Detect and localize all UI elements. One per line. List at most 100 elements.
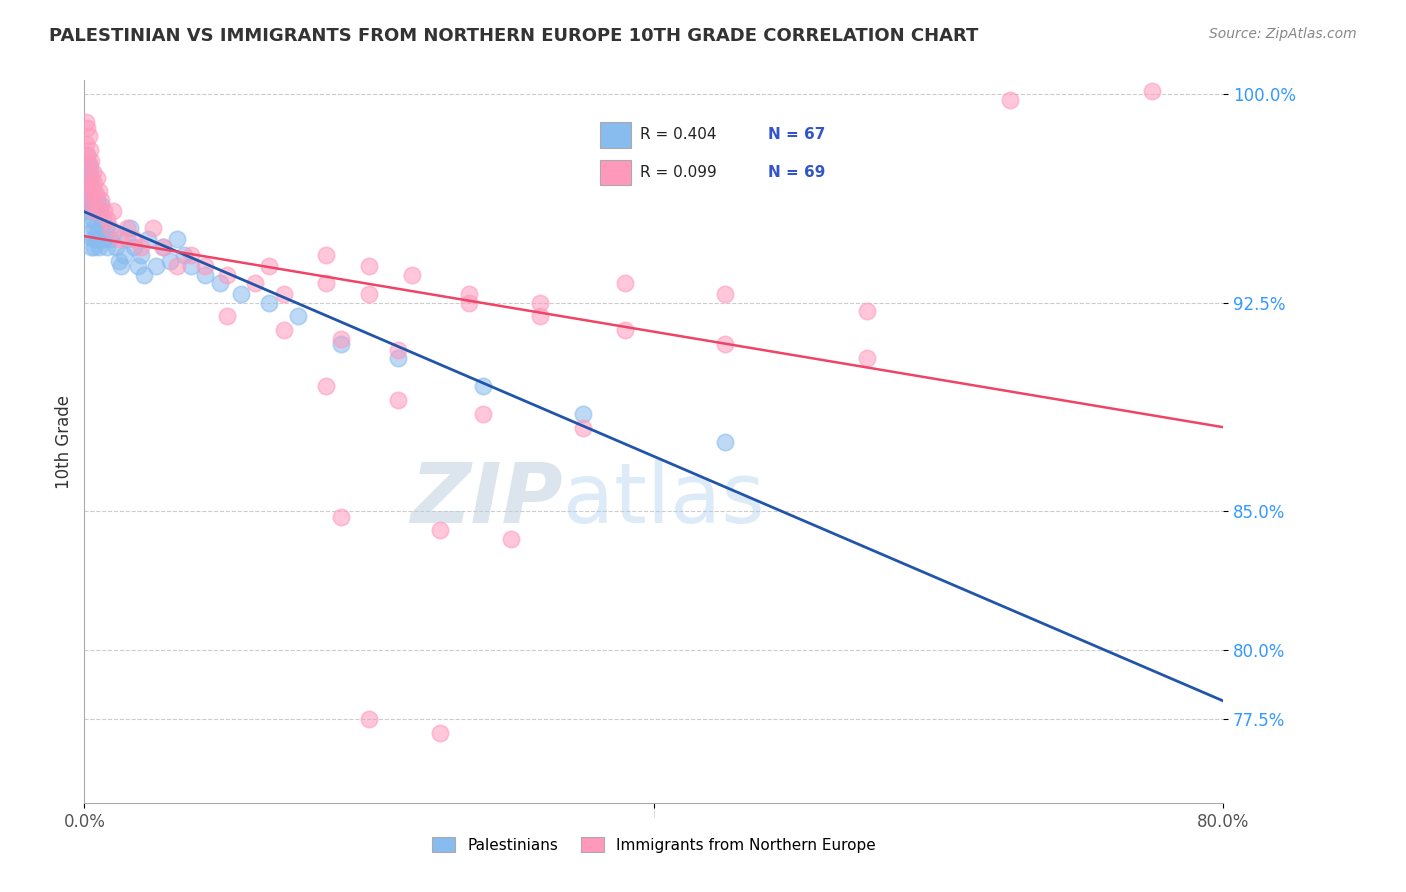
Point (98, 220, 121, 235)
Point (142, 220, 165, 235)
Point (166, 260, 188, 274)
Point (245, 276, 267, 290)
Point (571, 420, 593, 434)
Point (115, 220, 138, 235)
Point (76, 198, 98, 212)
Point (76, 176, 98, 190)
Point (457, 287, 479, 301)
Point (273, 323, 295, 337)
Point (1140, 84, 1163, 98)
Point (77, 156, 100, 170)
Point (259, 260, 281, 274)
Point (76, 120, 98, 135)
Point (215, 268, 238, 282)
Point (82, 185, 104, 199)
Text: Source: ZipAtlas.com: Source: ZipAtlas.com (1209, 27, 1357, 41)
Point (89, 203, 111, 218)
Point (131, 248, 153, 262)
Point (80, 226, 103, 240)
Point (77, 156, 100, 170)
Point (87, 203, 110, 218)
Text: ZIP: ZIP (411, 458, 562, 540)
Point (79, 162, 101, 177)
Point (457, 295, 479, 310)
Point (714, 287, 737, 301)
Point (856, 304, 879, 318)
Point (91, 212, 114, 227)
Point (387, 351, 409, 366)
Point (98, 232, 121, 246)
Point (110, 260, 132, 274)
Point (714, 337, 737, 351)
Point (122, 232, 145, 246)
Text: PALESTINIAN VS IMMIGRANTS FROM NORTHERN EUROPE 10TH GRADE CORRELATION CHART: PALESTINIAN VS IMMIGRANTS FROM NORTHERN … (49, 27, 979, 45)
Point (75, 170, 97, 185)
Point (387, 343, 409, 357)
Point (571, 407, 593, 421)
Point (75, 115, 97, 129)
Point (76, 148, 98, 162)
Point (80, 181, 103, 195)
Point (329, 332, 352, 346)
Point (194, 268, 217, 282)
Point (229, 287, 252, 301)
Point (329, 337, 352, 351)
Point (714, 434, 737, 449)
Point (79, 143, 101, 157)
Point (112, 248, 135, 262)
Point (87, 240, 110, 254)
Point (79, 198, 101, 212)
Point (529, 295, 551, 310)
Point (387, 392, 409, 407)
Point (83, 220, 105, 235)
Point (315, 248, 337, 262)
Point (84, 203, 107, 218)
Point (77, 185, 100, 199)
Y-axis label: 10th Grade: 10th Grade (55, 394, 73, 489)
Point (101, 226, 124, 240)
Point (93, 232, 115, 246)
Point (96, 212, 118, 227)
Point (134, 268, 156, 282)
Point (329, 509, 352, 524)
Text: atlas: atlas (562, 458, 765, 540)
Point (359, 287, 381, 301)
Point (86, 226, 108, 240)
Point (101, 203, 124, 218)
Point (429, 726, 451, 740)
Point (79, 176, 101, 190)
Point (127, 260, 149, 274)
Point (84, 232, 107, 246)
Point (87, 185, 110, 199)
Point (359, 713, 381, 727)
Point (77, 193, 100, 207)
Point (108, 232, 131, 246)
Point (138, 232, 160, 246)
Point (75, 137, 97, 152)
Point (76, 176, 98, 190)
Point (90, 193, 112, 207)
Point (104, 240, 127, 254)
Point (84, 187, 107, 202)
Point (77, 128, 100, 143)
Point (83, 203, 105, 218)
Point (96, 240, 118, 254)
Point (82, 165, 104, 179)
Point (76, 148, 98, 162)
Point (86, 170, 108, 185)
Point (80, 153, 103, 168)
Point (359, 260, 381, 274)
Point (90, 198, 112, 212)
Point (79, 212, 101, 227)
Point (118, 220, 141, 235)
Point (472, 379, 495, 393)
Point (152, 240, 174, 254)
Point (131, 240, 153, 254)
Point (614, 276, 637, 290)
Point (856, 351, 879, 366)
Point (76, 165, 98, 179)
Point (472, 407, 495, 421)
Point (145, 260, 167, 274)
Point (82, 212, 104, 227)
Point (180, 248, 202, 262)
